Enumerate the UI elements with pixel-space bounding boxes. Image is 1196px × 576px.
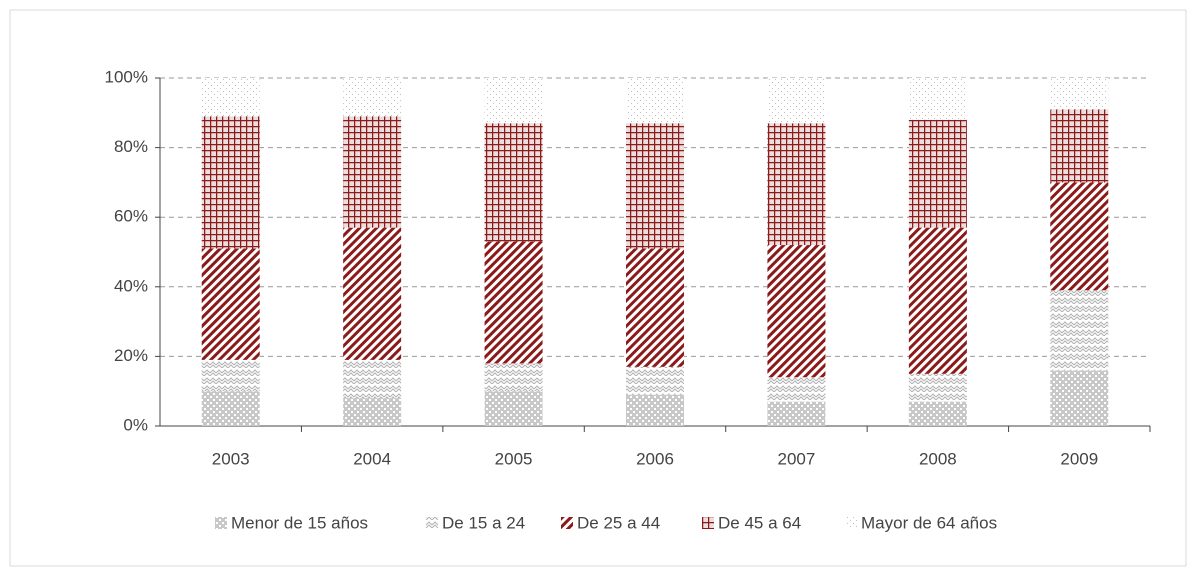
x-tick-label: 2005: [495, 449, 533, 468]
bar-segment: [201, 359, 260, 392]
legend-swatch: [561, 517, 573, 529]
bar-segment: [908, 401, 967, 426]
bar-segment: [484, 391, 543, 426]
bar-segment: [343, 227, 402, 360]
legend-label: Menor de 15 años: [231, 513, 368, 532]
bar-segment: [201, 116, 260, 249]
bar-segment: [908, 373, 967, 402]
bar-segment: [626, 248, 684, 367]
y-tick-label: 0%: [123, 415, 148, 434]
bar-segment: [1050, 78, 1109, 110]
bar-segment: [201, 78, 260, 117]
bar-segment: [626, 78, 684, 124]
bar-segment: [626, 123, 684, 249]
bar-segment: [626, 366, 684, 395]
y-tick-label: 40%: [114, 276, 148, 295]
bar-segment: [626, 394, 684, 426]
x-tick-label: 2009: [1060, 449, 1098, 468]
legend-label: De 25 a 44: [577, 513, 660, 532]
bar-segment: [343, 398, 402, 426]
chart-frame: [9, 9, 1187, 567]
bar-segment: [767, 377, 826, 402]
x-tick-label: 2008: [919, 449, 957, 468]
bar-segment: [1050, 109, 1109, 183]
bar-segment: [484, 363, 543, 392]
legend-swatch: [702, 517, 714, 529]
y-tick-label: 20%: [114, 346, 148, 365]
bar-segment: [343, 359, 402, 399]
bar-segment: [201, 391, 260, 426]
y-tick-label: 80%: [114, 137, 148, 156]
legend-swatch: [215, 517, 227, 529]
bar-segment: [767, 401, 826, 426]
bar-segment: [767, 123, 826, 246]
legend-swatch: [426, 517, 438, 529]
x-tick-label: 2004: [353, 449, 391, 468]
y-tick-label: 60%: [114, 207, 148, 226]
x-tick-label: 2006: [636, 449, 674, 468]
y-tick-label: 100%: [105, 67, 148, 86]
x-tick-label: 2007: [778, 449, 816, 468]
legend-label: De 15 a 24: [442, 513, 525, 532]
bar-segment: [201, 248, 260, 360]
bar-segment: [908, 78, 967, 120]
bar-segment: [1050, 182, 1109, 291]
bar-segment: [908, 119, 967, 228]
bar-segment: [343, 116, 402, 228]
bar-segment: [1050, 370, 1109, 426]
bar-segment: [767, 78, 826, 124]
bar-segment: [343, 78, 402, 117]
legend-swatch: [845, 517, 857, 529]
bar-segment: [1050, 290, 1109, 371]
bar-segment: [484, 241, 543, 364]
legend-label: Mayor de 64 años: [861, 513, 997, 532]
bar-segment: [767, 245, 826, 378]
bar-segment: [908, 227, 967, 374]
bar-segment: [484, 123, 543, 242]
legend-label: De 45 a 64: [718, 513, 801, 532]
x-tick-label: 2003: [212, 449, 250, 468]
bar-segment: [484, 78, 543, 124]
